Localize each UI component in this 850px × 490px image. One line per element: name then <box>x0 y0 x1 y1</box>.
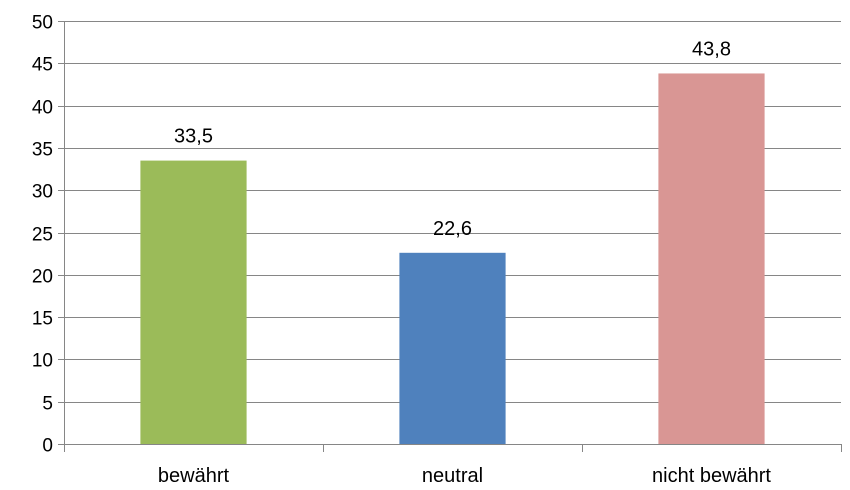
labels: 0 5 10 15 20 25 30 35 40 45 50 33,5 bewährt 22,6 neutr… <box>32 13 772 488</box>
y-tick-label: 15 <box>32 309 53 330</box>
y-tick-label: 50 <box>32 13 53 34</box>
bars <box>140 73 765 445</box>
data-label-2: 22,6 <box>433 218 472 240</box>
x-category-label-1: bewährt <box>158 465 230 487</box>
data-label-3: 43,8 <box>692 38 731 60</box>
data-label-1: 33,5 <box>174 126 213 148</box>
y-tick-label: 20 <box>32 267 53 288</box>
y-tick-label: 45 <box>32 55 53 76</box>
y-tick-label: 35 <box>32 140 53 161</box>
bar-2 <box>399 252 506 444</box>
axes <box>58 21 842 452</box>
y-tick-label: 30 <box>32 182 53 203</box>
x-category-label-2: neutral <box>422 465 483 487</box>
x-category-label-3: nicht bewährt <box>652 465 771 487</box>
bar-1 <box>140 160 247 444</box>
y-tick-label: 5 <box>42 394 53 415</box>
y-tick-label: 40 <box>32 98 53 119</box>
bar-3 <box>658 73 765 445</box>
y-tick-label: 0 <box>42 436 53 457</box>
y-tick-label: 25 <box>32 225 53 246</box>
y-tick-label: 10 <box>32 351 53 372</box>
